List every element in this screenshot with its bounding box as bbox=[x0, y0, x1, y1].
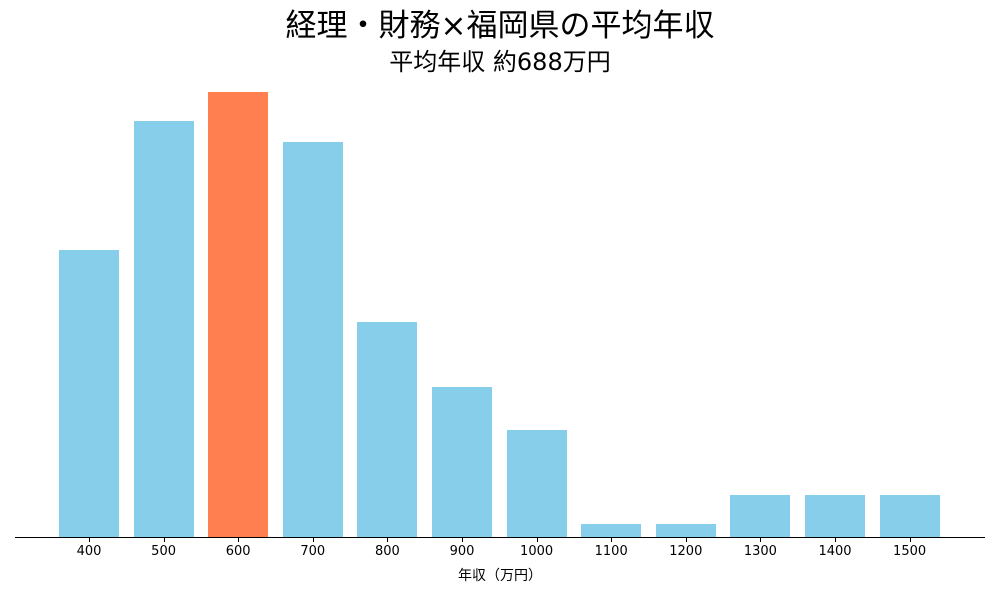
bar-1500 bbox=[879, 494, 940, 538]
x-tick-label: 400 bbox=[76, 544, 102, 559]
plot-area bbox=[15, 80, 985, 538]
bar-1000 bbox=[506, 430, 567, 538]
x-tick-mark bbox=[685, 538, 687, 542]
x-tick-mark bbox=[909, 538, 911, 542]
x-tick-label: 1400 bbox=[818, 544, 852, 559]
x-tick-mark bbox=[611, 538, 613, 542]
x-tick-mark bbox=[89, 538, 90, 542]
x-tick-label: 900 bbox=[449, 544, 475, 559]
x-tick-label: 800 bbox=[374, 544, 400, 559]
x-tick-mark bbox=[387, 538, 389, 542]
x-tick-mark bbox=[462, 538, 463, 542]
x-tick-label: 1200 bbox=[669, 544, 703, 559]
chart-subtitle: 平均年収 約688万円 bbox=[389, 48, 611, 76]
x-axis-label: 年収（万円） bbox=[458, 568, 542, 584]
bar-1100 bbox=[581, 523, 642, 538]
x-tick-mark bbox=[238, 538, 240, 542]
x-tick-mark bbox=[536, 538, 538, 542]
x-tick-label: 500 bbox=[151, 544, 176, 559]
chart-title: 経理・財務×福岡県の平均年収 bbox=[285, 8, 715, 44]
bar-1300 bbox=[730, 494, 791, 538]
x-tick-label: 700 bbox=[300, 544, 326, 559]
x-tick-label: 1500 bbox=[893, 544, 927, 559]
bar-900 bbox=[432, 386, 492, 538]
x-tick-mark bbox=[163, 538, 165, 542]
x-tick-mark bbox=[835, 538, 836, 542]
bar-600 bbox=[208, 92, 269, 538]
x-tick-label: 1000 bbox=[520, 544, 554, 559]
bar-700 bbox=[282, 142, 343, 538]
x-tick-mark bbox=[760, 538, 762, 542]
x-tick-label: 1300 bbox=[743, 544, 777, 559]
x-tick-mark bbox=[312, 538, 314, 542]
bar-1400 bbox=[805, 494, 865, 538]
x-tick-label: 1100 bbox=[594, 544, 628, 559]
bar-800 bbox=[357, 322, 418, 538]
bar-500 bbox=[133, 120, 194, 538]
x-axis-line bbox=[15, 537, 985, 539]
bar-1200 bbox=[655, 523, 716, 538]
bar-400 bbox=[59, 250, 119, 538]
x-tick-label: 600 bbox=[225, 544, 251, 559]
